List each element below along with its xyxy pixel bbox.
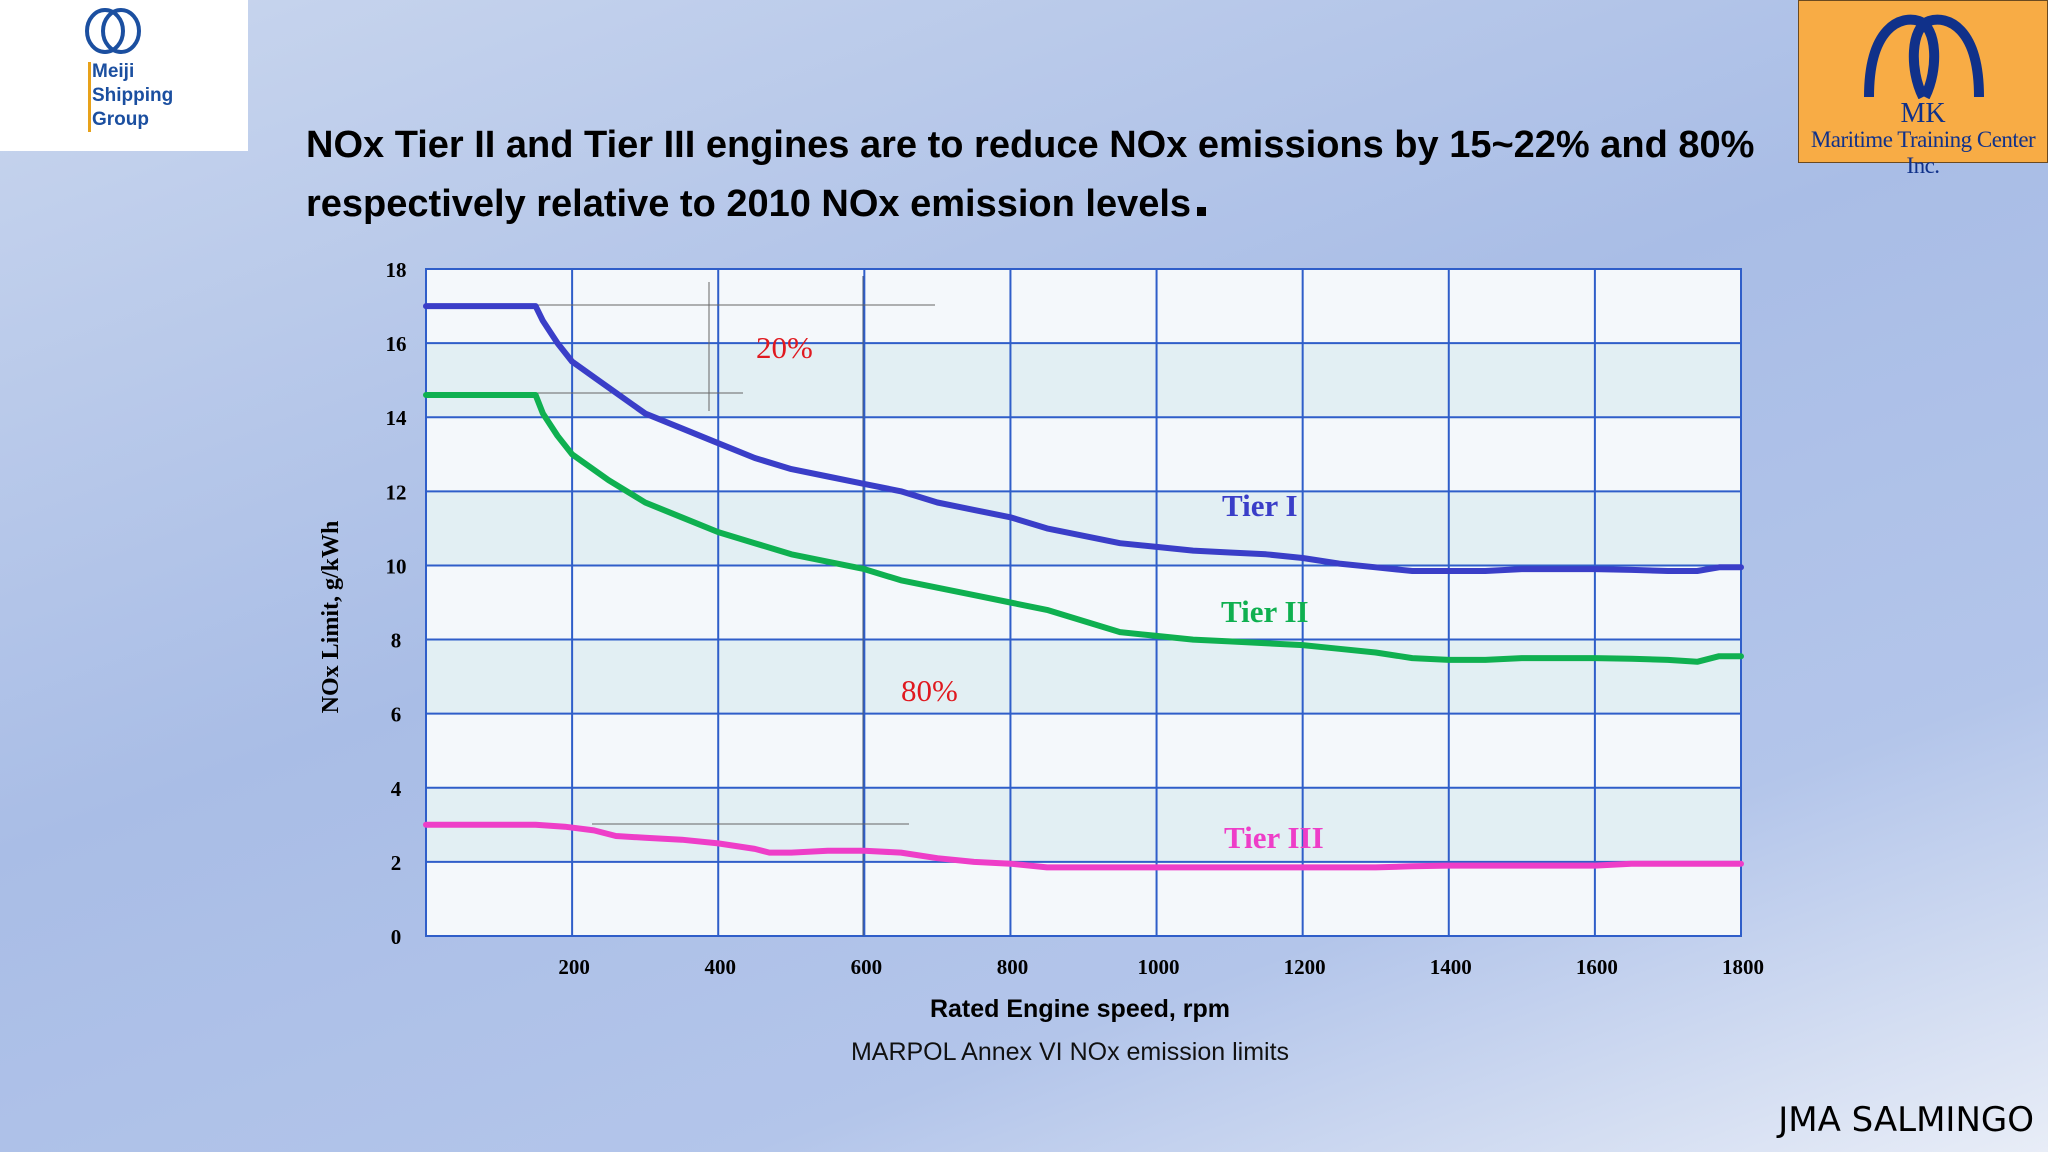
- x-tick-label: 1000: [1138, 955, 1180, 979]
- y-tick-label: 12: [386, 480, 407, 504]
- meiji-logo-bar: [88, 62, 91, 132]
- series-label-tier2: Tier II: [1221, 594, 1309, 629]
- x-tick-label: 1600: [1576, 955, 1618, 979]
- series-lines: [423, 303, 1744, 871]
- meiji-logo-text: Meiji Shipping Group: [92, 60, 173, 132]
- mk-maritime-logo: MK Maritime Training Center Inc.: [1798, 0, 2048, 178]
- title-bullet: [1197, 207, 1207, 216]
- series-line-tier1: [423, 303, 1744, 574]
- x-tick-label: 200: [558, 955, 590, 979]
- chart-caption: MARPOL Annex VI NOx emission limits: [850, 1038, 1290, 1066]
- y-axis-label: NOx Limit, g/kWh: [318, 521, 344, 714]
- logo-word: Shipping: [92, 85, 174, 106]
- y-tick-label: 4: [391, 777, 402, 801]
- series-label-tier1: Tier I: [1222, 488, 1298, 523]
- title-line-1: NOx Tier II and Tier III engines are to …: [306, 124, 1755, 166]
- y-tick-label: 0: [391, 925, 402, 949]
- mk-logo-mark-icon: [1864, 14, 1984, 99]
- y-tick-label: 18: [386, 258, 407, 282]
- y-tick-label: 2: [391, 851, 402, 875]
- mk-logo-name: Maritime Training Center Inc.: [1810, 127, 2036, 178]
- x-tick-label: 1400: [1430, 955, 1472, 979]
- axis-ticks: 200 400 600 800 1000 1200 1400 1600 1800 0 2 4 6 8 10 1…: [386, 258, 1765, 979]
- y-tick-label: 10: [386, 554, 407, 578]
- x-tick-label: 600: [851, 955, 883, 979]
- annotation-20-percent: 20%: [756, 330, 813, 365]
- series-line-tier2: [423, 392, 1744, 665]
- y-tick-label: 14: [386, 406, 408, 430]
- x-tick-label: 1800: [1722, 955, 1764, 979]
- x-axis-label: Rated Engine speed, rpm: [929, 995, 1231, 1023]
- x-tick-label: 400: [704, 955, 736, 979]
- mk-logo-abbrev: MK: [1900, 98, 1946, 129]
- series-label-tier3: Tier III: [1224, 820, 1324, 855]
- series-line-tier3: [423, 821, 1744, 871]
- annotation-80-percent: 80%: [901, 673, 958, 708]
- meiji-logo-mark-icon: [85, 8, 141, 54]
- x-tick-label: 800: [997, 955, 1029, 979]
- y-tick-label: 16: [386, 332, 407, 356]
- slide-title: NOx Tier II and Tier III engines are to …: [306, 116, 1786, 234]
- logo-word: Group: [92, 109, 149, 130]
- title-line-2-text: respectively relative to 2010 NOx emissi…: [306, 183, 1192, 225]
- guide-lines: [537, 276, 935, 936]
- meiji-shipping-logo: Meiji Shipping Group: [0, 0, 248, 151]
- logo-word: Meiji: [92, 61, 135, 82]
- plot-area: [425, 268, 1742, 937]
- y-tick-label: 8: [391, 629, 402, 653]
- x-tick-label: 1200: [1284, 955, 1326, 979]
- author-credit: JMA SALMINGO: [1778, 1100, 2034, 1140]
- y-tick-label: 6: [391, 703, 402, 727]
- title-line-2: respectively relative to 2010 NOx emissi…: [306, 175, 1786, 234]
